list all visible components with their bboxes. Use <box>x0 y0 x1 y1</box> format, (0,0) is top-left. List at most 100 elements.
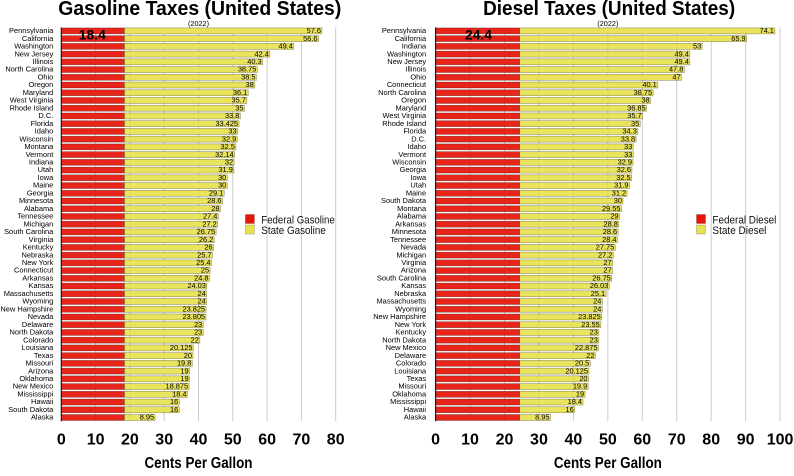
svg-text:Michigan: Michigan <box>24 219 54 228</box>
svg-text:Virginia: Virginia <box>401 258 427 267</box>
svg-text:Rhode Island: Rhode Island <box>9 103 53 112</box>
svg-text:30: 30 <box>530 432 548 449</box>
svg-text:56.6: 56.6 <box>303 34 317 43</box>
svg-text:24.03: 24.03 <box>187 281 206 290</box>
svg-text:Indiana: Indiana <box>402 42 427 51</box>
svg-text:Kansas: Kansas <box>401 281 426 290</box>
svg-text:New Hampshire: New Hampshire <box>0 304 53 313</box>
svg-text:24: 24 <box>593 297 601 306</box>
svg-text:Kansas: Kansas <box>28 281 53 290</box>
svg-text:32: 32 <box>225 157 233 166</box>
svg-text:West Virginia: West Virginia <box>383 111 427 120</box>
svg-text:Mississippi: Mississippi <box>17 389 53 398</box>
svg-text:Indiana: Indiana <box>29 157 54 166</box>
svg-text:23: 23 <box>590 328 598 337</box>
svg-text:38.5: 38.5 <box>241 72 255 81</box>
svg-text:32.9: 32.9 <box>222 134 236 143</box>
svg-text:33.8: 33.8 <box>621 134 635 143</box>
svg-text:30: 30 <box>614 196 622 205</box>
svg-text:North Dakota: North Dakota <box>382 335 427 344</box>
svg-text:26.03: 26.03 <box>590 281 609 290</box>
svg-text:California: California <box>22 34 54 43</box>
svg-text:36.85: 36.85 <box>627 103 646 112</box>
svg-text:19.9: 19.9 <box>573 382 587 391</box>
svg-text:North Carolina: North Carolina <box>378 88 427 97</box>
svg-text:Oklahoma: Oklahoma <box>392 389 427 398</box>
svg-text:Wisconsin: Wisconsin <box>19 134 53 143</box>
svg-text:38: 38 <box>641 96 649 105</box>
svg-text:31.9: 31.9 <box>218 165 232 174</box>
svg-text:North Carolina: North Carolina <box>5 65 54 74</box>
svg-text:34.3: 34.3 <box>622 127 636 136</box>
svg-text:29.1: 29.1 <box>209 188 223 197</box>
svg-text:27: 27 <box>603 258 611 267</box>
svg-text:Colorado: Colorado <box>23 335 53 344</box>
svg-text:27.2: 27.2 <box>598 250 612 259</box>
svg-text:0: 0 <box>57 432 66 449</box>
svg-text:31.2: 31.2 <box>612 188 626 197</box>
svg-text:49.4: 49.4 <box>278 42 292 51</box>
svg-text:40.1: 40.1 <box>642 80 656 89</box>
svg-text:32.6: 32.6 <box>617 165 631 174</box>
svg-text:28: 28 <box>211 204 219 213</box>
svg-text:50: 50 <box>599 432 617 449</box>
svg-text:South Carolina: South Carolina <box>4 227 54 236</box>
svg-text:32.14: 32.14 <box>215 150 234 159</box>
svg-text:23: 23 <box>194 320 202 329</box>
svg-text:38: 38 <box>246 80 254 89</box>
svg-text:Nevada: Nevada <box>400 243 426 252</box>
svg-text:Arizona: Arizona <box>28 366 54 375</box>
svg-text:New York: New York <box>395 320 427 329</box>
svg-text:38.75: 38.75 <box>238 65 257 74</box>
svg-text:23: 23 <box>590 335 598 344</box>
svg-text:Georgia: Georgia <box>400 165 427 174</box>
svg-text:(2022): (2022) <box>597 19 618 28</box>
svg-text:23.825: 23.825 <box>578 312 601 321</box>
svg-text:Maine: Maine <box>406 188 426 197</box>
svg-text:North Dakota: North Dakota <box>9 328 54 337</box>
svg-text:Diesel Taxes (United States): Diesel Taxes (United States) <box>483 0 735 20</box>
svg-text:Texas: Texas <box>34 351 54 360</box>
svg-text:19: 19 <box>180 366 188 375</box>
svg-text:20: 20 <box>184 351 192 360</box>
svg-text:Tennessee: Tennessee <box>17 212 53 221</box>
svg-text:Cents Per Gallon: Cents Per Gallon <box>145 455 253 471</box>
svg-text:33.425: 33.425 <box>215 119 238 128</box>
svg-text:8.95: 8.95 <box>140 413 154 422</box>
svg-text:18.875: 18.875 <box>166 382 189 391</box>
svg-text:New Mexico: New Mexico <box>386 343 427 352</box>
svg-text:40.3: 40.3 <box>247 57 261 66</box>
svg-text:28.8: 28.8 <box>603 219 617 228</box>
svg-text:10: 10 <box>87 432 105 449</box>
svg-text:20.125: 20.125 <box>170 343 193 352</box>
svg-text:27: 27 <box>603 266 611 275</box>
svg-text:10: 10 <box>461 432 479 449</box>
svg-text:20: 20 <box>579 374 587 383</box>
svg-text:Nevada: Nevada <box>28 312 54 321</box>
svg-text:47: 47 <box>672 72 680 81</box>
svg-text:80: 80 <box>327 432 345 449</box>
svg-text:D.C.: D.C. <box>411 134 426 143</box>
svg-text:35: 35 <box>235 103 243 112</box>
svg-text:State Gasoline: State Gasoline <box>261 225 326 237</box>
svg-text:26.75: 26.75 <box>197 227 216 236</box>
svg-text:West Virginia: West Virginia <box>10 96 54 105</box>
svg-text:Florida: Florida <box>403 127 427 136</box>
svg-text:27.4: 27.4 <box>203 212 217 221</box>
svg-text:California: California <box>395 34 427 43</box>
svg-text:27.2: 27.2 <box>202 219 216 228</box>
svg-text:Connecticut: Connecticut <box>14 266 54 275</box>
svg-text:20: 20 <box>496 432 514 449</box>
svg-text:30: 30 <box>218 173 226 182</box>
svg-text:Massachusetts: Massachusetts <box>376 297 426 306</box>
svg-text:19: 19 <box>576 389 584 398</box>
svg-text:Minnesota: Minnesota <box>19 196 54 205</box>
svg-text:Nebraska: Nebraska <box>394 289 427 298</box>
svg-text:33: 33 <box>624 142 632 151</box>
svg-text:24.8: 24.8 <box>194 273 208 282</box>
svg-text:Wyoming: Wyoming <box>395 304 426 313</box>
svg-text:Arkansas: Arkansas <box>22 273 53 282</box>
svg-text:40: 40 <box>190 432 208 449</box>
svg-text:Oregon: Oregon <box>28 80 53 89</box>
svg-text:Mississippi: Mississippi <box>390 397 426 406</box>
